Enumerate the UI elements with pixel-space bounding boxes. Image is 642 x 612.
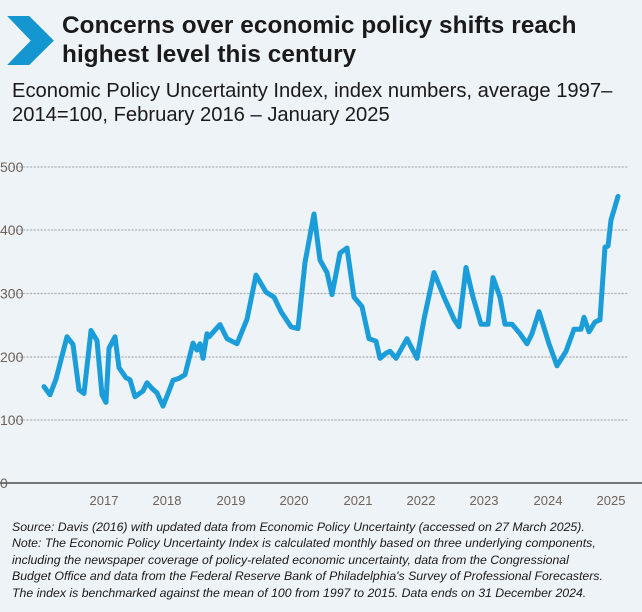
svg-text:2017: 2017 <box>90 493 119 508</box>
svg-text:2024: 2024 <box>534 493 563 508</box>
svg-text:500: 500 <box>0 159 24 175</box>
svg-text:2021: 2021 <box>344 493 373 508</box>
svg-text:2022: 2022 <box>407 493 436 508</box>
svg-text:2025: 2025 <box>597 493 626 508</box>
svg-text:2019: 2019 <box>217 493 246 508</box>
svg-text:2023: 2023 <box>470 493 499 508</box>
svg-text:400: 400 <box>0 222 24 238</box>
svg-text:100: 100 <box>0 412 24 428</box>
svg-text:200: 200 <box>0 349 24 365</box>
svg-text:2020: 2020 <box>280 493 309 508</box>
svg-text:300: 300 <box>0 286 24 302</box>
svg-text:0: 0 <box>0 475 8 491</box>
svg-text:2018: 2018 <box>153 493 182 508</box>
